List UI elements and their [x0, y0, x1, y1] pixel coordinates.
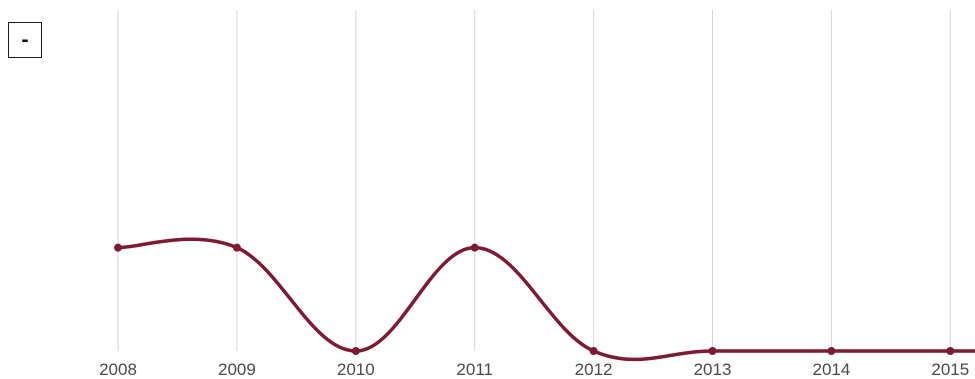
x-tick-label-2012: 2012 [575, 360, 613, 379]
data-point-2011[interactable] [470, 243, 479, 252]
x-tick-label-2010: 2010 [337, 360, 375, 379]
series-line-group [116, 237, 975, 362]
data-point-2014[interactable] [827, 347, 836, 355]
x-tick-label-2009: 2009 [218, 360, 256, 379]
x-tick-label-2011: 2011 [456, 360, 493, 379]
zoom-out-button[interactable]: - [8, 22, 42, 58]
data-point-2008[interactable] [114, 243, 122, 252]
data-point-2015[interactable] [946, 347, 955, 355]
data-point-2009[interactable] [232, 243, 241, 252]
data-point-2013[interactable] [708, 347, 717, 355]
grid-lines [117, 10, 951, 351]
x-tick-label-2014: 2014 [812, 360, 850, 379]
data-point-2012[interactable] [589, 347, 598, 355]
series-line [116, 237, 975, 362]
data-points [114, 243, 955, 355]
x-axis-tick-labels: 2008 2009 2010 2011 2012 2013 2014 2015 [99, 360, 969, 379]
data-point-2010[interactable] [351, 347, 360, 355]
x-tick-label-2008: 2008 [99, 360, 137, 379]
x-tick-label-2015: 2015 [931, 360, 969, 379]
x-tick-label-2013: 2013 [694, 360, 732, 379]
